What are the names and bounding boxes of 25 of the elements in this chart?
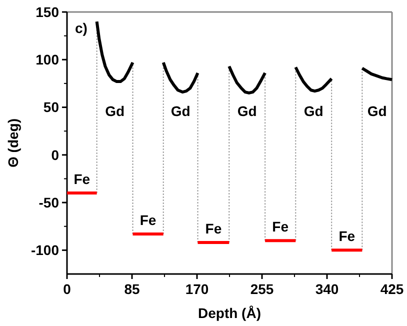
- y-tick-label: 150: [36, 4, 60, 20]
- annotation: Fe: [74, 170, 90, 187]
- y-tick-label: 100: [36, 52, 60, 68]
- annotation: Gd: [170, 102, 190, 119]
- x-tick-label: 170: [185, 281, 209, 297]
- y-tick-label: -100: [30, 242, 60, 258]
- x-tick-label: 0: [63, 281, 72, 297]
- y-tick-label: -50: [38, 194, 60, 210]
- annotation: c): [75, 20, 88, 36]
- y-tick-label: 0: [51, 146, 60, 163]
- y-tick-label: 50: [43, 99, 60, 116]
- annotation: Fe: [205, 220, 222, 236]
- annotation: Gd: [304, 102, 324, 119]
- x-axis-title: Depth (Å): [198, 305, 261, 321]
- x-tick-label: 425: [380, 281, 404, 297]
- annotation: Fe: [140, 212, 156, 228]
- annotation: Gd: [237, 102, 257, 119]
- annotation: Gd: [105, 102, 125, 119]
- annotation: Fe: [338, 228, 356, 244]
- y-axis-title: Θ (deg): [5, 118, 21, 168]
- x-tick-label: 340: [315, 281, 339, 297]
- annotation: Fe: [272, 218, 289, 235]
- annotation: Gd: [367, 102, 387, 119]
- x-tick-label: 85: [124, 281, 140, 297]
- x-tick-label: 255: [250, 281, 274, 297]
